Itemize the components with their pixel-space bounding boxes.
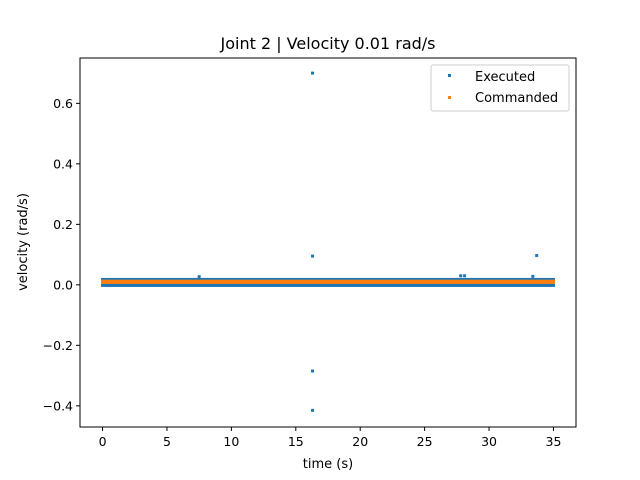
y-axis-label: velocity (rad/s) [16, 193, 31, 291]
y-tick-label: 0.4 [53, 156, 73, 171]
legend-box [430, 64, 570, 112]
data-point-executed [535, 254, 539, 258]
x-tick-label: 35 [546, 434, 562, 449]
data-point-executed [311, 408, 315, 412]
legend: Executed Commanded [430, 64, 570, 112]
x-axis-ticks: 0 5 10 15 20 25 30 35 [99, 427, 562, 449]
plot-frame [79, 57, 577, 428]
series-band-commanded [101, 279, 555, 284]
legend-marker-commanded [448, 96, 451, 99]
x-tick-label: 25 [417, 434, 433, 449]
data-point-executed [459, 274, 463, 278]
y-tick-label: −0.2 [43, 338, 73, 353]
legend-label-executed: Executed [475, 70, 535, 85]
x-tick-label: 0 [99, 434, 107, 449]
y-tick-label: 0.2 [53, 217, 73, 232]
x-tick-label: 5 [163, 434, 171, 449]
x-axis-label: time (s) [303, 457, 353, 472]
data-point-executed [311, 369, 315, 373]
legend-marker-executed [448, 74, 451, 77]
x-tick-label: 10 [223, 434, 239, 449]
y-tick-label: −0.4 [43, 398, 73, 413]
x-tick-label: 20 [352, 434, 368, 449]
legend-label-commanded: Commanded [475, 91, 558, 106]
y-tick-label: 0.6 [53, 96, 73, 111]
data-point-executed [197, 275, 201, 279]
data-point-executed [463, 274, 467, 278]
y-axis-ticks: −0.4 −0.2 0.0 0.2 0.4 0.6 [43, 96, 80, 413]
data-point-executed [311, 254, 315, 258]
x-tick-label: 30 [481, 434, 497, 449]
data-point-executed [531, 274, 535, 278]
y-tick-label: 0.0 [53, 277, 73, 292]
x-tick-label: 15 [288, 434, 304, 449]
plot-marks [101, 71, 555, 412]
data-point-executed [311, 71, 315, 75]
chart-title: Joint 2 | Velocity 0.01 rad/s [219, 34, 435, 53]
